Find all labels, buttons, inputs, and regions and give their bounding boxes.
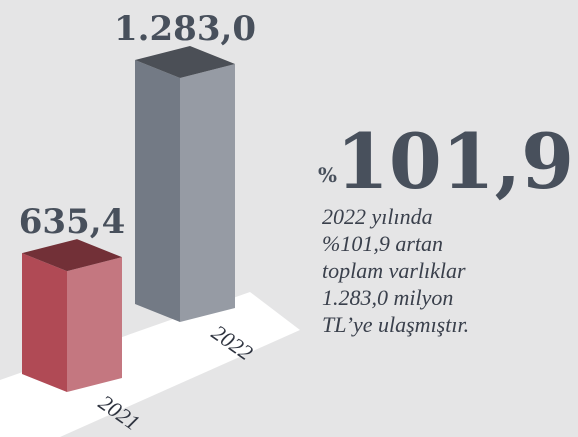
bar-left-face: [135, 60, 180, 322]
value-label: 635,4: [19, 202, 125, 242]
floor: [0, 292, 300, 437]
description-line: %101,9 artan: [322, 231, 443, 256]
annotation-value: 101,9: [336, 117, 574, 206]
description-line: TL’ye ulaşmıştır.: [322, 312, 469, 337]
bar-right-face: [67, 257, 122, 392]
description-line: 1.283,0 milyon: [322, 285, 453, 310]
bar-top-face: [22, 239, 122, 272]
description-line: toplam varlıklar: [322, 258, 466, 283]
bar-right-face: [180, 64, 235, 322]
bar-left-face: [22, 253, 67, 392]
annotation-symbol: %: [318, 163, 337, 187]
description-line: 2022 yılında: [322, 204, 433, 229]
value-label: 1.283,0: [114, 9, 256, 49]
bar-top-face: [135, 46, 235, 78]
